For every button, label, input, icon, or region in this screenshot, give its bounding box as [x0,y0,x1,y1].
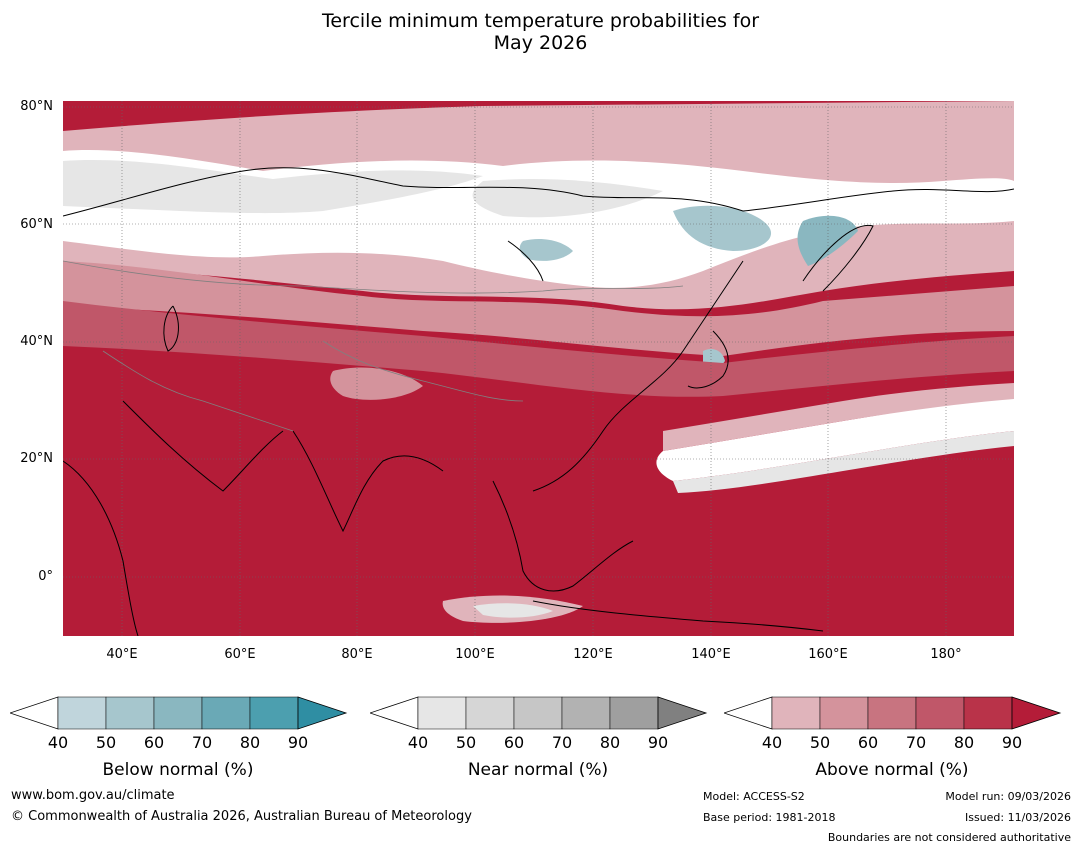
colorbar-swatch [105,696,155,730]
base-period: Base period: 1981-2018 [703,811,836,824]
tick: 40 [47,733,69,752]
lon-label-160e: 160°E [808,647,848,662]
colorbar-swatch [249,696,299,730]
tick: 70 [551,733,573,752]
colorbar-below-graphic [8,696,348,730]
tick: 50 [95,733,117,752]
coastline-india [292,430,444,533]
near-light-region-siberia [63,160,483,214]
border-middle-east [102,350,294,432]
tick: 60 [143,733,165,752]
coastline-arctic [63,167,1014,217]
colorbar-swatch [57,696,107,730]
lat-label-40n: 40°N [20,334,53,349]
coastline-indonesia [532,600,824,632]
lon-label-60e: 60°E [224,647,256,662]
tick: 80 [599,733,621,752]
coastline-east-asia [532,260,744,492]
colorbar-swatch [417,696,467,730]
near-normal-streak-pacific [656,396,1014,481]
coastline-japan [687,330,729,389]
coastline-southeast-asia [492,480,634,592]
map-canvas [63,101,1014,636]
model-run-date: Model run: 09/03/2026 [945,790,1071,803]
border-russia-south [63,260,684,294]
colorbar-swatch [771,696,821,730]
tick: 90 [287,733,309,752]
colorbar-swatch [153,696,203,730]
colorbar-swatch [609,696,659,730]
map-graticule [63,101,1014,636]
tick: 80 [953,733,975,752]
below-normal-patch-okhotsk [797,215,858,266]
lat-label-80n: 80°N [20,99,53,114]
lon-label-40e: 40°E [106,647,138,662]
country-borders [63,260,684,432]
above-light-patch-tibet [330,367,423,400]
probability-map [63,101,1014,636]
colorbar-swatch [513,696,563,730]
title-line-2: May 2026 [493,32,588,54]
lon-label-100e: 100°E [455,647,495,662]
colorbar-near-normal [368,696,710,736]
colorbar-above-title: Above normal (%) [815,760,969,780]
tick: 70 [191,733,213,752]
copyright-text: © Commonwealth of Australia 2026, Austra… [11,809,472,824]
near-light-streak-pacific-edge [673,431,1014,493]
colorbar-swatch [963,696,1013,730]
lon-label-120e: 120°E [573,647,613,662]
above-mid-region-north [63,261,1014,356]
colorbar-above-graphic [722,696,1062,730]
issued-date: Issued: 11/03/2026 [964,811,1071,824]
map-title: Tercile minimum temperature probabilitie… [0,10,1081,54]
near-light-region-south [473,603,553,618]
colorbar-swatch [201,696,251,730]
colorbar-near-title: Near normal (%) [467,760,609,780]
colorbar-swatch [867,696,917,730]
colorbar-below-title: Below normal (%) [102,760,254,780]
lat-label-60n: 60°N [20,217,53,232]
lon-label-180: 180° [930,647,962,662]
lat-label-0: 0° [38,569,53,584]
colorbar-swatch [657,696,708,730]
above-mid-belt [63,301,1014,397]
tick: 50 [455,733,477,752]
tick: 60 [857,733,879,752]
border-china-west [322,340,524,402]
coastline-baikal [507,240,544,282]
coastline-kamchatka [802,225,874,292]
colorbar-swatch [1011,696,1062,730]
coastline-africa [63,460,139,636]
colorbar-above-normal [722,696,1064,736]
colorbar-near-graphic [368,696,708,730]
colorbar-swatch [297,696,348,730]
near-light-region-central [472,179,663,218]
tick: 80 [239,733,261,752]
boundaries-disclaimer: Boundaries are not considered authoritat… [827,831,1071,844]
below-normal-patch-east-siberia [673,205,772,251]
lat-label-20n: 20°N [20,451,53,466]
title-line-1: Tercile minimum temperature probabilitie… [321,10,760,32]
below-normal-patch-baikal [519,239,573,261]
colorbar-swatch [915,696,965,730]
colorbar-swatch [561,696,611,730]
lon-label-140e: 140°E [691,647,731,662]
tick: 90 [1001,733,1023,752]
model-name: Model: ACCESS-S2 [703,790,805,803]
tick: 70 [905,733,927,752]
colorbar-swatch [465,696,515,730]
colorbar-swatch [819,696,869,730]
coastline-caspian [163,305,179,352]
tick: 90 [647,733,669,752]
tick: 40 [761,733,783,752]
tick: 40 [407,733,429,752]
coastlines [63,167,1014,636]
above-light-streak-pacific-north [663,383,1014,451]
colorbar-below-normal [8,696,350,736]
website-link[interactable]: www.bom.gov.au/climate [11,788,175,803]
lon-label-80e: 80°E [341,647,373,662]
tick: 50 [809,733,831,752]
coastline-arabia [122,400,284,492]
tick: 60 [503,733,525,752]
